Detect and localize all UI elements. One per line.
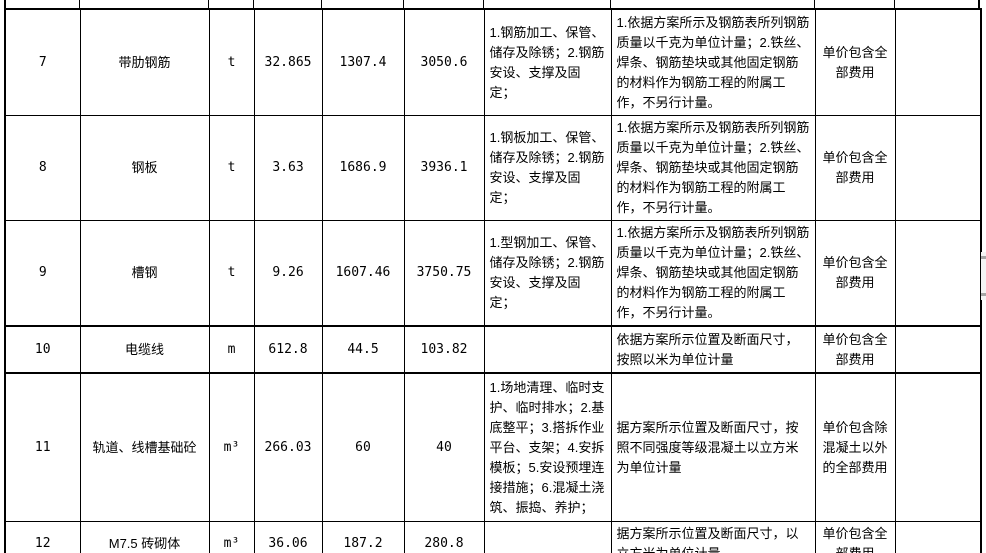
grid-stub — [610, 0, 611, 9]
table-row: 10 电缆线 m 612.8 44.5 103.82 依据方案所示位置及断面尺寸… — [4, 325, 982, 374]
scrollbar-thumb-bottom-mark — [981, 293, 986, 296]
unit-price-cell[interactable]: 187.2 — [321, 521, 405, 553]
item-name-cell[interactable]: 轨道、线槽基础砼 — [79, 372, 210, 522]
quantity-cell[interactable]: 266.03 — [253, 372, 323, 522]
unit-cell[interactable]: m — [208, 325, 255, 374]
table-row: 11 轨道、线槽基础砼 m³ 266.03 60 40 1.场地清理、临时支护、… — [4, 372, 982, 522]
empty-cell[interactable] — [894, 372, 982, 522]
measurement-rule-cell[interactable]: 1.依据方案所示及钢筋表所列钢筋质量以千克为单位计量；2.铁丝、焊条、钢筋垫块或… — [610, 8, 816, 116]
empty-cell[interactable] — [894, 8, 982, 116]
measurement-rule-cell[interactable]: 据方案所示位置及断面尺寸，以立方米为单位计量 — [610, 521, 816, 553]
price-note-cell[interactable]: 单价包含全部费用 — [814, 220, 896, 327]
quantity-cell[interactable]: 3.63 — [253, 115, 323, 221]
empty-cell[interactable] — [894, 220, 982, 327]
measurement-rule-cell[interactable]: 据方案所示位置及断面尺寸，按照不同强度等级混凝土以立方米为单位计量 — [610, 372, 816, 522]
grid-stub — [403, 0, 404, 9]
empty-cell[interactable] — [894, 115, 982, 221]
quantity-cell[interactable]: 32.865 — [253, 8, 323, 116]
work-content-cell[interactable]: 1.钢板加工、保管、储存及除锈；2.钢筋安设、支撑及固定； — [483, 115, 612, 221]
grid-stub — [894, 0, 895, 9]
measurement-rule-cell[interactable]: 1.依据方案所示及钢筋表所列钢筋质量以千克为单位计量；2.铁丝、焊条、钢筋垫块或… — [610, 115, 816, 221]
measurement-rule-cell[interactable]: 1.依据方案所示及钢筋表所列钢筋质量以千克为单位计量；2.铁丝、焊条、钢筋垫块或… — [610, 220, 816, 327]
price-note-cell[interactable]: 单价包含除混凝土以外的全部费用 — [814, 372, 896, 522]
row-number-cell[interactable]: 10 — [4, 325, 81, 374]
unit-cell[interactable]: t — [208, 220, 255, 327]
unit-price-cell[interactable]: 1307.4 — [321, 8, 405, 116]
quantities-table: 7 带肋钢筋 t 32.865 1307.4 3050.6 1.钢筋加工、保管、… — [4, 8, 982, 553]
total-cell[interactable]: 3750.75 — [403, 220, 485, 327]
quantity-cell[interactable]: 612.8 — [253, 325, 323, 374]
price-note-cell[interactable]: 单价包含全部费用 — [814, 325, 896, 374]
vertical-scrollbar[interactable] — [981, 252, 986, 300]
work-content-cell[interactable] — [483, 521, 612, 553]
table-row: 12 M7.5 砖砌体 m³ 36.06 187.2 280.8 据方案所示位置… — [4, 521, 982, 553]
row-number-cell[interactable]: 7 — [4, 8, 81, 116]
item-name-cell[interactable]: 钢板 — [79, 115, 210, 221]
grid-stub — [814, 0, 815, 9]
row-number-cell[interactable]: 8 — [4, 115, 81, 221]
row-number-cell[interactable]: 12 — [4, 521, 81, 553]
grid-stub — [4, 0, 6, 9]
work-content-cell[interactable]: 1.钢筋加工、保管、储存及除锈；2.钢筋安设、支撑及固定； — [483, 8, 612, 116]
work-content-cell[interactable] — [483, 325, 612, 374]
grid-stub — [978, 0, 980, 9]
price-note-cell[interactable]: 单价包含全部费用 — [814, 521, 896, 553]
total-cell[interactable]: 40 — [403, 372, 485, 522]
item-name-cell[interactable]: 带肋钢筋 — [79, 8, 210, 116]
work-content-cell[interactable]: 1.型钢加工、保管、储存及除锈；2.钢筋安设、支撑及固定； — [483, 220, 612, 327]
scrollbar-thumb-top-mark — [981, 256, 986, 259]
grid-stub — [483, 0, 484, 9]
empty-cell[interactable] — [894, 325, 982, 374]
row-number-cell[interactable]: 9 — [4, 220, 81, 327]
quantity-cell[interactable]: 36.06 — [253, 521, 323, 553]
measurement-rule-cell[interactable]: 依据方案所示位置及断面尺寸，按照以米为单位计量 — [610, 325, 816, 374]
work-content-cell[interactable]: 1.场地清理、临时支护、临时排水；2.基底整平；3.搭拆作业平台、支架；4.安拆… — [483, 372, 612, 522]
total-cell[interactable]: 3050.6 — [403, 8, 485, 116]
grid-stub — [253, 0, 254, 9]
table-row: 9 槽钢 t 9.26 1607.46 3750.75 1.型钢加工、保管、储存… — [4, 220, 982, 327]
unit-cell[interactable]: t — [208, 115, 255, 221]
table-row: 8 钢板 t 3.63 1686.9 3936.1 1.钢板加工、保管、储存及除… — [4, 115, 982, 221]
total-cell[interactable]: 103.82 — [403, 325, 485, 374]
item-name-cell[interactable]: M7.5 砖砌体 — [79, 521, 210, 553]
grid-stub — [208, 0, 209, 9]
table-row: 7 带肋钢筋 t 32.865 1307.4 3050.6 1.钢筋加工、保管、… — [4, 8, 982, 116]
grid-stub — [321, 0, 322, 9]
unit-price-cell[interactable]: 1607.46 — [321, 220, 405, 327]
row-number-cell[interactable]: 11 — [4, 372, 81, 522]
total-cell[interactable]: 3936.1 — [403, 115, 485, 221]
item-name-cell[interactable]: 电缆线 — [79, 325, 210, 374]
grid-stub — [79, 0, 80, 9]
price-note-cell[interactable]: 单价包含全部费用 — [814, 8, 896, 116]
total-cell[interactable]: 280.8 — [403, 521, 485, 553]
quantity-cell[interactable]: 9.26 — [253, 220, 323, 327]
unit-price-cell[interactable]: 1686.9 — [321, 115, 405, 221]
unit-cell[interactable]: t — [208, 8, 255, 116]
unit-cell[interactable]: m³ — [208, 521, 255, 553]
item-name-cell[interactable]: 槽钢 — [79, 220, 210, 327]
price-note-cell[interactable]: 单价包含全部费用 — [814, 115, 896, 221]
unit-cell[interactable]: m³ — [208, 372, 255, 522]
unit-price-cell[interactable]: 60 — [321, 372, 405, 522]
empty-cell[interactable] — [894, 521, 982, 553]
unit-price-cell[interactable]: 44.5 — [321, 325, 405, 374]
